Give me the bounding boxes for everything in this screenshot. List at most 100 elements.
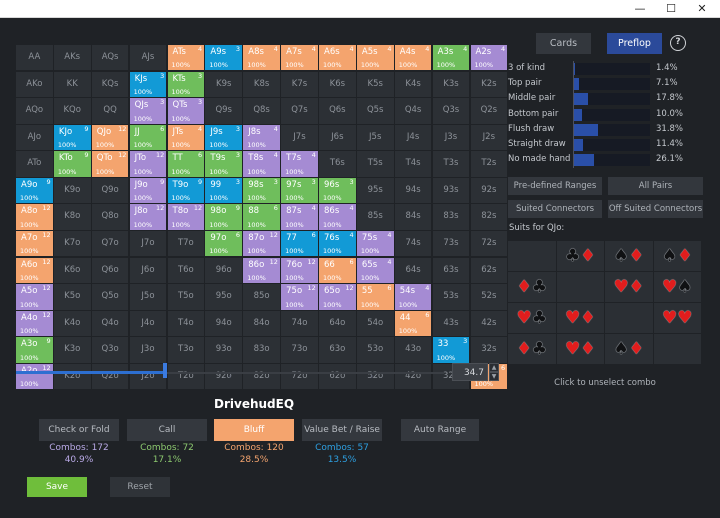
hand-cell[interactable]: J8s 4 100%	[243, 124, 280, 151]
hand-cell[interactable]: QQ	[91, 98, 129, 124]
hand-cell[interactable]: 65o 12 100%	[319, 284, 356, 310]
hand-cell[interactable]: K9o	[53, 177, 91, 204]
hand-cell[interactable]: K2o	[53, 363, 91, 390]
hand-cell[interactable]: Q8s	[243, 98, 280, 124]
hand-cell[interactable]: Q4s	[394, 98, 432, 124]
suit-combo-cell[interactable]: ♥♠	[653, 272, 701, 302]
hand-cell[interactable]: KQs	[91, 71, 129, 97]
hand-cell[interactable]: 82s	[470, 204, 508, 230]
hand-cell[interactable]: Q7s	[281, 98, 318, 124]
off-suited-connectors-button[interactable]: Off Suited Connectors	[608, 200, 703, 218]
hand-cell[interactable]: T6s	[319, 151, 356, 177]
hand-cell[interactable]: 93o	[205, 337, 243, 363]
hand-cell[interactable]: K6s	[319, 71, 356, 97]
hand-cell[interactable]: T4o	[167, 310, 205, 337]
hand-cell[interactable]: K4s	[394, 71, 432, 97]
hand-cell[interactable]: ATs 4 100%	[167, 45, 205, 71]
slider-track[interactable]	[16, 372, 444, 374]
hand-cell[interactable]: KQo	[53, 98, 91, 124]
hand-cell[interactable]: J9o 9 100%	[129, 177, 167, 204]
hand-cell[interactable]: 43s	[432, 310, 470, 337]
hand-cell[interactable]: J9s 3 100%	[205, 124, 243, 151]
hand-cell[interactable]: KTo 9 100%	[53, 151, 91, 177]
action-button-0[interactable]: Check or Fold	[39, 419, 119, 441]
tab-preflop[interactable]: Preflop	[607, 33, 662, 54]
hand-cell[interactable]: A2s 4 100%	[470, 45, 508, 71]
hand-cell[interactable]: 53o	[356, 337, 394, 363]
hand-cell[interactable]: JTo 12 100%	[129, 151, 167, 177]
hand-cell[interactable]: A9o 9 100%	[16, 177, 53, 204]
hand-cell[interactable]: A5s 4 100%	[356, 45, 394, 71]
hand-cell[interactable]: A8o 12 100%	[16, 204, 53, 230]
hand-cell[interactable]: 86o 12 100%	[243, 257, 280, 284]
hand-cell[interactable]: 63s	[432, 257, 470, 284]
hand-cell[interactable]: J6s	[319, 124, 356, 151]
hand-cell[interactable]: 43o	[394, 337, 432, 363]
hand-cell[interactable]: 33 3 100%	[432, 337, 470, 363]
hand-cell[interactable]: 73s	[432, 231, 470, 257]
suit-combo-cell[interactable]: ♣♦	[556, 241, 604, 271]
hand-cell[interactable]: AJo	[16, 124, 53, 151]
hand-cell[interactable]: JTs 4 100%	[167, 124, 205, 151]
hand-cell[interactable]: 99 3 100%	[205, 177, 243, 204]
hand-cell[interactable]: 84s	[394, 204, 432, 230]
suit-combo-cell[interactable]: ♥♥	[653, 303, 701, 333]
hand-cell[interactable]: J7s	[281, 124, 318, 151]
hand-cell[interactable]: T8s 4 100%	[243, 151, 280, 177]
hand-cell[interactable]: Q4o	[91, 310, 129, 337]
hand-cell[interactable]: KTs 3 100%	[167, 71, 205, 97]
hand-cell[interactable]: 85s	[356, 204, 394, 230]
hand-cell[interactable]: J5s	[356, 124, 394, 151]
minimize-icon[interactable]: —	[634, 2, 646, 15]
hand-cell[interactable]: A7o 12 100%	[16, 231, 53, 257]
hand-cell[interactable]: 44 6 100%	[394, 310, 432, 337]
hand-cell[interactable]: 42o	[394, 363, 432, 390]
hand-cell[interactable]: A9s 3 100%	[205, 45, 243, 71]
hand-cell[interactable]: A7s 4 100%	[281, 45, 318, 71]
hand-cell[interactable]: Q5s	[356, 98, 394, 124]
hand-cell[interactable]: 52s	[470, 284, 508, 310]
hand-cell[interactable]: A3s 4 100%	[432, 45, 470, 71]
hand-cell[interactable]: 87o 12 100%	[243, 231, 280, 257]
hand-cell[interactable]: KK	[53, 71, 91, 97]
hand-cell[interactable]: K4o	[53, 310, 91, 337]
hand-cell[interactable]: 64s	[394, 257, 432, 284]
hand-cell[interactable]: 54o	[356, 310, 394, 337]
hand-cell[interactable]: T8o 12 100%	[167, 204, 205, 230]
hand-cell[interactable]: 62s	[470, 257, 508, 284]
hand-cell[interactable]: J8o 12 100%	[129, 204, 167, 230]
spin-down-icon[interactable]: ▼	[489, 372, 499, 381]
hand-cell[interactable]: AJs	[129, 45, 167, 71]
hand-cell[interactable]: 42s	[470, 310, 508, 337]
hand-cell[interactable]: T3s	[432, 151, 470, 177]
hand-cell[interactable]: TT 6 100%	[167, 151, 205, 177]
hand-cell[interactable]: 76o 12 100%	[281, 257, 318, 284]
hand-cell[interactable]: 96o	[205, 257, 243, 284]
action-button-3[interactable]: Value Bet / Raise	[302, 419, 382, 441]
hand-cell[interactable]: AA	[16, 45, 53, 71]
hand-cell[interactable]: Q8o	[91, 204, 129, 230]
hand-cell[interactable]: Q6s	[319, 98, 356, 124]
hand-cell[interactable]: J5o	[129, 284, 167, 310]
suit-combo-cell[interactable]: ♠♦	[605, 241, 653, 271]
hand-cell[interactable]: T9s 3 100%	[205, 151, 243, 177]
hand-cell[interactable]: 93s	[432, 177, 470, 204]
hand-cell[interactable]: 92s	[470, 177, 508, 204]
hand-cell[interactable]: AKo	[16, 71, 53, 97]
close-icon[interactable]: ✕	[697, 2, 707, 15]
hand-cell[interactable]: 97o 6 100%	[205, 231, 243, 257]
hand-cell[interactable]: JJ 6 100%	[129, 124, 167, 151]
hand-cell[interactable]: 53s	[432, 284, 470, 310]
hand-cell[interactable]: T2o	[167, 363, 205, 390]
hand-cell[interactable]: A4s 4 100%	[394, 45, 432, 71]
hand-cell[interactable]: QTs 3 100%	[167, 98, 205, 124]
hand-cell[interactable]: 73o	[281, 337, 318, 363]
hand-cell[interactable]: 54s 4 100%	[394, 284, 432, 310]
hand-cell[interactable]: Q5o	[91, 284, 129, 310]
hand-cell[interactable]: 84o	[243, 310, 280, 337]
hand-cell[interactable]: A8s 4 100%	[243, 45, 280, 71]
suit-combo-cell[interactable]	[508, 241, 556, 271]
hand-cell[interactable]: 72o	[281, 363, 318, 390]
hand-cell[interactable]: T7s 4 100%	[281, 151, 318, 177]
